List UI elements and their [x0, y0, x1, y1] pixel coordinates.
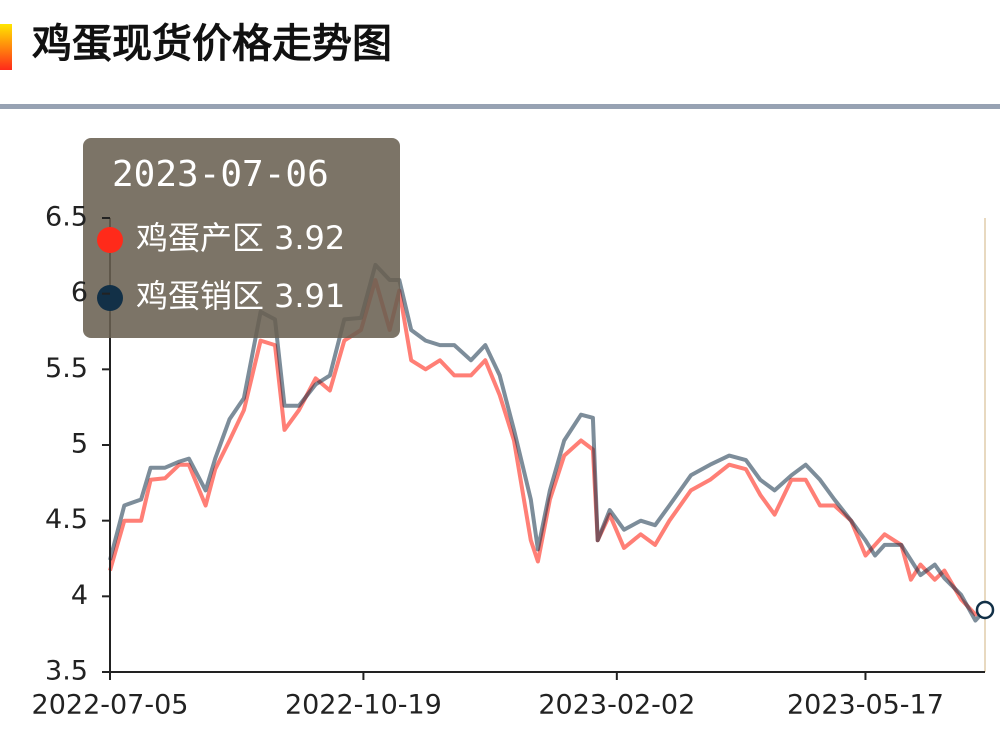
tooltip-series: 鸡蛋销区	[136, 277, 264, 315]
tooltip-box	[83, 138, 400, 338]
tooltip-date: 2023-07-06	[112, 154, 329, 195]
y-tick-label: 5	[71, 429, 88, 460]
x-tick-label: 2022-10-19	[285, 690, 442, 721]
x-tick-label: 2023-05-17	[787, 690, 944, 721]
y-tick-label: 5.5	[45, 353, 88, 384]
tooltip-item: 鸡蛋销区 3.91	[136, 277, 345, 315]
tooltip: 2023-07-06 鸡蛋产区 3.92 鸡蛋销区 3.91	[83, 138, 400, 338]
series-line	[108, 278, 987, 617]
hover-point	[975, 600, 995, 620]
tooltip-swatch	[97, 285, 123, 311]
x-tick-label: 2022-07-05	[32, 690, 189, 721]
chart-title: 鸡蛋现货价格走势图	[32, 21, 392, 67]
title-marker	[0, 24, 12, 70]
y-tick-label: 3.5	[45, 656, 88, 687]
y-tick-label: 4.5	[45, 504, 88, 535]
y-tick-label: 6.5	[45, 202, 88, 233]
tooltip-series: 鸡蛋产区	[136, 219, 264, 257]
x-tick-label: 2023-02-02	[538, 690, 695, 721]
tooltip-value: 3.91	[274, 277, 345, 315]
tooltip-value: 3.92	[274, 219, 345, 257]
tooltip-item: 鸡蛋产区 3.92	[136, 219, 345, 257]
y-tick-label: 4	[71, 580, 88, 611]
header-rule	[0, 104, 1000, 109]
y-tick-label: 6	[71, 277, 88, 308]
tooltip-swatch	[97, 227, 123, 253]
series-line	[108, 262, 987, 623]
